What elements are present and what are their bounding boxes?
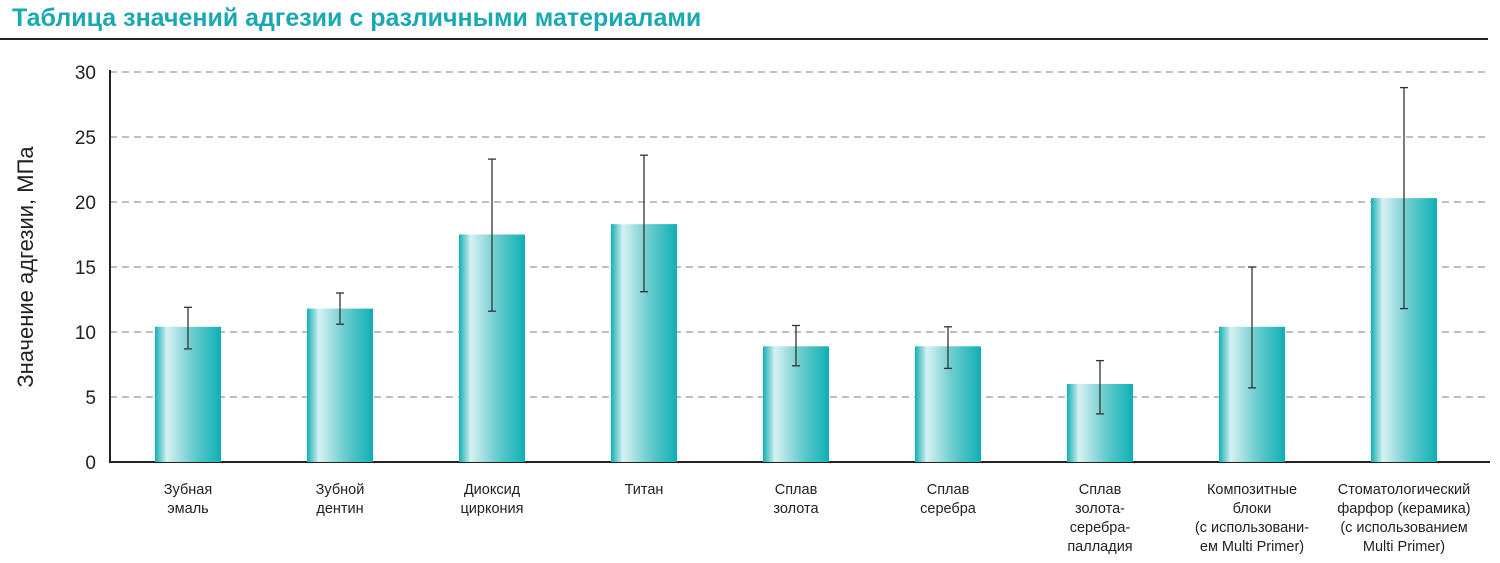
y-tick-label: 25 — [75, 128, 96, 149]
y-tick-label: 5 — [85, 388, 96, 409]
x-tick-label: Стоматологический фарфор (керамика) (с исп… — [1337, 482, 1470, 555]
x-tick-label: Сплав золота — [773, 482, 819, 517]
y-tick-label: 20 — [75, 193, 96, 214]
x-tick-label: Зубной дентин — [316, 482, 365, 517]
y-tick-label: 15 — [75, 258, 96, 279]
title-divider — [0, 38, 1488, 40]
bar — [307, 308, 373, 462]
chart-title: Таблица значений адгезии с различными ма… — [12, 4, 702, 32]
y-tick-label: 10 — [75, 323, 96, 344]
x-tick-label: Сплав золота-серебра-палладия — [1067, 482, 1132, 555]
x-tick-label: Титан — [625, 482, 664, 498]
x-tick-label: Сплав серебра — [920, 482, 977, 517]
y-axis-label: Значение адгезии, МПа — [13, 146, 38, 388]
y-tick-label: 0 — [85, 453, 96, 474]
x-tick-label: Зубная эмаль — [164, 482, 212, 517]
y-tick-label: 30 — [75, 63, 96, 84]
x-tick-label: Композитные блоки (с использовани-ем Multi… — [1195, 482, 1309, 555]
x-tick-label: Диоксид циркония — [461, 482, 524, 517]
